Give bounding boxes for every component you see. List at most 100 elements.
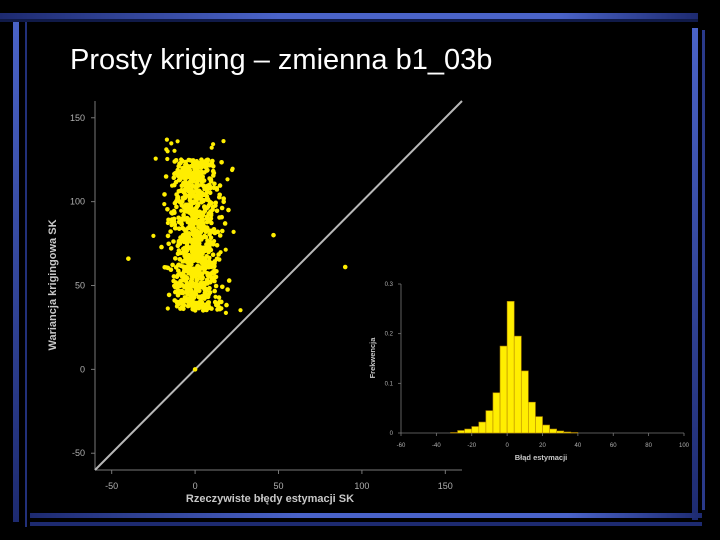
scatter-point bbox=[226, 278, 232, 283]
scatter-point bbox=[153, 156, 158, 161]
scatter-point bbox=[226, 207, 231, 213]
histogram-chart: 0.3 0.2 0.1 0 -60 -40 -20 0 20 40 60 80 100 Błąd es… bbox=[360, 270, 690, 465]
scatter-point bbox=[220, 284, 225, 290]
scatter-point bbox=[181, 246, 186, 252]
scatter-point bbox=[342, 264, 348, 270]
scatter-point bbox=[178, 306, 183, 311]
histogram-bars bbox=[450, 301, 579, 434]
scatter-point bbox=[175, 195, 180, 201]
frame-bottom-bar bbox=[30, 513, 702, 518]
scatter-point bbox=[223, 310, 228, 315]
scatter-point bbox=[221, 139, 226, 144]
scatter-point bbox=[180, 264, 186, 269]
scatter-point bbox=[210, 229, 215, 234]
scatter-point bbox=[166, 217, 171, 223]
scatter-point bbox=[180, 233, 185, 238]
scatter-point bbox=[185, 174, 190, 179]
scatter-point bbox=[221, 196, 226, 201]
scatter-point bbox=[219, 160, 224, 165]
scatter-point bbox=[182, 209, 187, 214]
scatter-point bbox=[185, 202, 190, 208]
slide-title: Prosty kriging – zmienna b1_03b bbox=[70, 44, 493, 76]
scatter-point bbox=[162, 192, 167, 197]
frame-left-bar bbox=[13, 22, 19, 522]
scatter-point bbox=[204, 214, 210, 220]
scatter-point bbox=[171, 278, 176, 284]
y-axis-label: Wariancja krigingowa SK bbox=[47, 219, 59, 350]
histogram-bar bbox=[520, 370, 529, 434]
scatter-point bbox=[202, 296, 207, 301]
scatter-point bbox=[194, 230, 200, 235]
scatter-point bbox=[212, 268, 217, 273]
scatter-point bbox=[197, 209, 202, 215]
scatter-point bbox=[166, 241, 171, 247]
scatter-point bbox=[176, 268, 181, 274]
scatter-point bbox=[187, 223, 192, 228]
scatter-point bbox=[169, 217, 175, 222]
histogram-bar bbox=[563, 431, 572, 434]
y-tick-label: -50 bbox=[72, 448, 85, 458]
histogram-background bbox=[360, 270, 690, 465]
scatter-point bbox=[193, 288, 199, 294]
scatter-point bbox=[207, 279, 213, 285]
scatter-point bbox=[180, 271, 186, 276]
scatter-point bbox=[176, 189, 182, 194]
scatter-point bbox=[168, 267, 174, 273]
scatter-point bbox=[189, 273, 195, 279]
histogram-x-tick-label: 0 bbox=[505, 443, 509, 449]
scatter-point bbox=[172, 200, 178, 206]
scatter-point bbox=[179, 208, 184, 213]
scatter-point bbox=[199, 237, 204, 242]
scatter-point bbox=[208, 209, 213, 214]
scatter-point bbox=[176, 226, 182, 231]
histogram-x-tick-label: -40 bbox=[432, 443, 441, 449]
scatter-point bbox=[205, 157, 210, 163]
scatter-point bbox=[186, 264, 192, 270]
scatter-point bbox=[209, 145, 214, 150]
histogram-y-tick-label: 0.3 bbox=[385, 282, 394, 288]
scatter-point bbox=[176, 238, 182, 244]
scatter-point bbox=[191, 303, 196, 308]
scatter-point bbox=[180, 165, 185, 171]
scatter-point bbox=[173, 256, 178, 261]
scatter-point bbox=[164, 137, 169, 142]
scatter-point bbox=[200, 222, 206, 227]
scatter-point bbox=[166, 292, 172, 298]
x-tick-label: -50 bbox=[105, 481, 118, 491]
histogram-bar bbox=[528, 401, 536, 434]
scatter-point bbox=[159, 244, 164, 250]
scatter-point bbox=[173, 225, 178, 231]
histogram-bar bbox=[499, 345, 508, 434]
scatter-point bbox=[176, 263, 181, 268]
scatter-point bbox=[192, 194, 197, 200]
scatter-point bbox=[217, 233, 223, 238]
scatter-point bbox=[200, 192, 205, 197]
scatter-point bbox=[210, 204, 216, 210]
scatter-point bbox=[207, 186, 213, 191]
histogram-x-tick-label: 20 bbox=[539, 443, 546, 449]
scatter-point bbox=[188, 284, 194, 290]
scatter-point bbox=[180, 225, 185, 231]
scatter-point bbox=[188, 246, 194, 252]
scatter-point bbox=[198, 303, 203, 308]
x-tick-label: 150 bbox=[438, 481, 453, 491]
scatter-point bbox=[202, 282, 207, 287]
scatter-point bbox=[164, 147, 169, 152]
scatter-point bbox=[165, 220, 170, 226]
y-tick-label: 0 bbox=[80, 364, 85, 374]
scatter-point bbox=[185, 298, 190, 303]
scatter-point bbox=[200, 174, 205, 180]
scatter-point bbox=[163, 174, 169, 179]
histogram-y-tick-label: 0 bbox=[390, 431, 394, 437]
scatter-point bbox=[195, 240, 200, 245]
scatter-point bbox=[217, 183, 223, 188]
scatter-point bbox=[231, 229, 236, 234]
scatter-point bbox=[189, 163, 195, 169]
scatter-point bbox=[184, 216, 190, 222]
x-tick-label: 0 bbox=[193, 481, 198, 491]
scatter-point bbox=[271, 232, 276, 238]
scatter-point bbox=[199, 182, 204, 187]
scatter-point bbox=[186, 237, 192, 243]
scatter-point bbox=[207, 290, 213, 295]
